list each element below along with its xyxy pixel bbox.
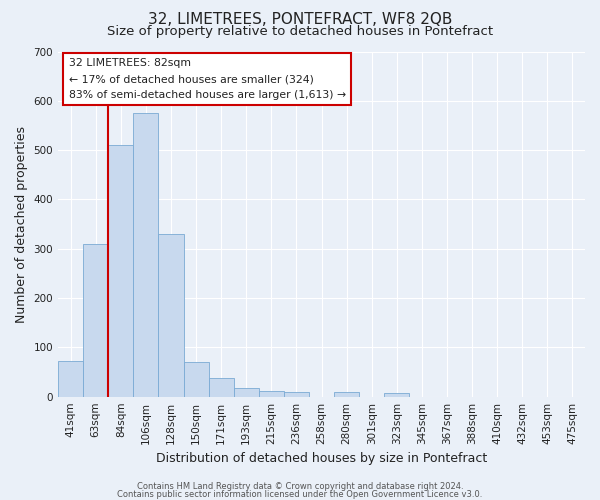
Text: 32, LIMETREES, PONTEFRACT, WF8 2QB: 32, LIMETREES, PONTEFRACT, WF8 2QB	[148, 12, 452, 28]
Y-axis label: Number of detached properties: Number of detached properties	[15, 126, 28, 322]
Bar	[158, 234, 184, 396]
Text: 32 LIMETREES: 82sqm
← 17% of detached houses are smaller (324)
83% of semi-detac: 32 LIMETREES: 82sqm ← 17% of detached ho…	[68, 58, 346, 100]
Text: Contains HM Land Registry data © Crown copyright and database right 2024.: Contains HM Land Registry data © Crown c…	[137, 482, 463, 491]
Bar	[209, 378, 233, 396]
Text: Size of property relative to detached houses in Pontefract: Size of property relative to detached ho…	[107, 25, 493, 38]
Bar	[334, 392, 359, 396]
Bar	[108, 145, 133, 397]
Bar	[184, 362, 209, 396]
X-axis label: Distribution of detached houses by size in Pontefract: Distribution of detached houses by size …	[156, 452, 487, 465]
Bar	[259, 391, 284, 396]
Bar	[58, 360, 83, 396]
Bar	[284, 392, 309, 396]
Bar	[133, 113, 158, 397]
Bar	[83, 244, 108, 396]
Text: Contains public sector information licensed under the Open Government Licence v3: Contains public sector information licen…	[118, 490, 482, 499]
Bar	[233, 388, 259, 396]
Bar	[384, 393, 409, 396]
